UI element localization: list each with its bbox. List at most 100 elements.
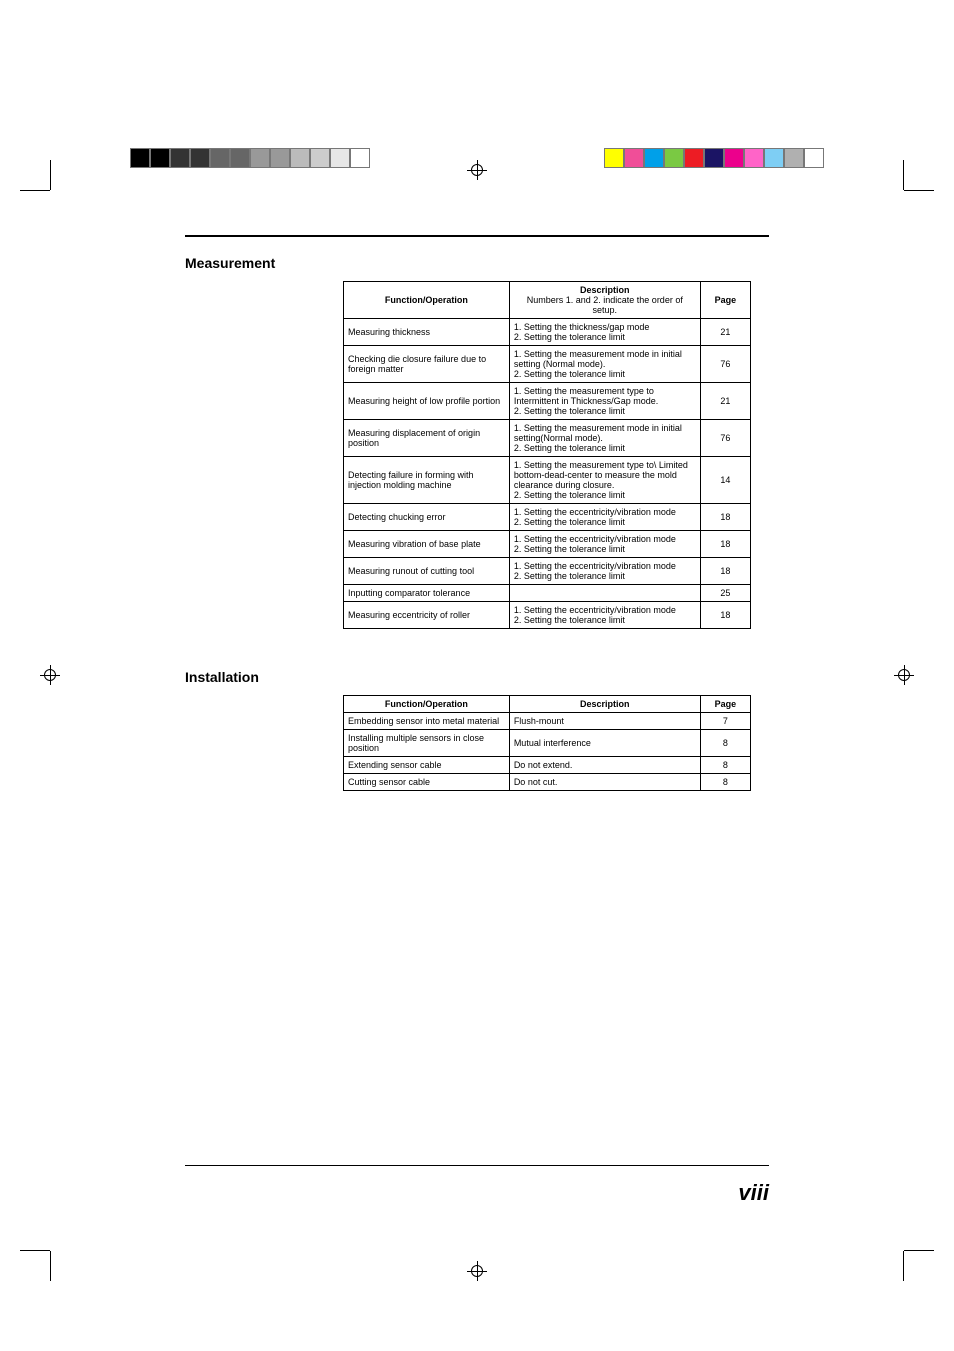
table-header: Description Numbers 1. and 2. indicate t…: [509, 282, 700, 319]
table-cell: Detecting chucking error: [344, 504, 510, 531]
table-cell: 8: [700, 757, 750, 774]
color-swatch: [764, 148, 784, 168]
table-cell: 1. Setting the eccentricity/vibration mo…: [509, 531, 700, 558]
color-swatch: [150, 148, 170, 168]
table-header: Function/Operation: [344, 282, 510, 319]
table-cell: Installing multiple sensors in close pos…: [344, 730, 510, 757]
color-bar-right: [604, 148, 824, 168]
table-cell: 18: [700, 558, 750, 585]
installation-section: Installation Function/Operation Descript…: [185, 669, 769, 791]
color-swatch: [210, 148, 230, 168]
table-cell: 18: [700, 602, 750, 629]
table-cell: Measuring thickness: [344, 319, 510, 346]
table-cell: 7: [700, 713, 750, 730]
table-cell: Do not extend.: [509, 757, 700, 774]
crop-mark: [903, 160, 904, 190]
table-cell: 18: [700, 531, 750, 558]
crop-mark: [904, 190, 934, 191]
table-row: Measuring runout of cutting tool1. Setti…: [344, 558, 751, 585]
table-cell: Cutting sensor cable: [344, 774, 510, 791]
color-swatch: [250, 148, 270, 168]
horizontal-rule: [185, 1165, 769, 1166]
color-swatch: [330, 148, 350, 168]
color-swatch: [130, 148, 150, 168]
color-swatch: [170, 148, 190, 168]
table-row: Extending sensor cableDo not extend.8: [344, 757, 751, 774]
table-cell: Embedding sensor into metal material: [344, 713, 510, 730]
table-row: Measuring height of low profile portion1…: [344, 383, 751, 420]
color-swatch: [230, 148, 250, 168]
table-cell: 8: [700, 774, 750, 791]
color-swatch: [664, 148, 684, 168]
table-cell: 14: [700, 457, 750, 504]
table-row: Measuring thickness1. Setting the thickn…: [344, 319, 751, 346]
table-cell: 1. Setting the measurement type to Inter…: [509, 383, 700, 420]
table-row: Embedding sensor into metal materialFlus…: [344, 713, 751, 730]
table-row: Measuring vibration of base plate1. Sett…: [344, 531, 751, 558]
color-swatch: [804, 148, 824, 168]
color-swatch: [290, 148, 310, 168]
table-cell: Measuring eccentricity of roller: [344, 602, 510, 629]
table-row: Detecting failure in forming with inject…: [344, 457, 751, 504]
table-row: Inputting comparator tolerance 25: [344, 585, 751, 602]
table-cell: Do not cut.: [509, 774, 700, 791]
table-cell: Measuring runout of cutting tool: [344, 558, 510, 585]
measurement-section: Measurement Function/Operation Descripti…: [185, 255, 769, 629]
section-heading: Measurement: [185, 255, 769, 271]
table-cell: Measuring height of low profile portion: [344, 383, 510, 420]
color-swatch: [724, 148, 744, 168]
registration-mark: [40, 665, 60, 685]
table-cell: Inputting comparator tolerance: [344, 585, 510, 602]
color-swatch: [644, 148, 664, 168]
table-row: Checking die closure failure due to fore…: [344, 346, 751, 383]
registration-mark: [467, 160, 487, 180]
table-cell: 25: [700, 585, 750, 602]
table-cell: 8: [700, 730, 750, 757]
page-content: Measurement Function/Operation Descripti…: [185, 235, 769, 831]
table-cell: 1. Setting the measurement mode in initi…: [509, 420, 700, 457]
table-row: Installing multiple sensors in close pos…: [344, 730, 751, 757]
color-swatch: [310, 148, 330, 168]
color-swatch: [270, 148, 290, 168]
installation-table: Function/Operation Description Page Embe…: [343, 695, 751, 791]
color-swatch: [190, 148, 210, 168]
color-bar-left: [130, 148, 370, 168]
table-cell: 1. Setting the measurement mode in initi…: [509, 346, 700, 383]
table-row: Detecting chucking error1. Setting the e…: [344, 504, 751, 531]
horizontal-rule: [185, 235, 769, 237]
table-header: Description: [509, 696, 700, 713]
page-number: viii: [738, 1180, 769, 1206]
crop-mark: [50, 1251, 51, 1281]
crop-mark: [50, 160, 51, 190]
table-cell: 1. Setting the thickness/gap mode 2. Set…: [509, 319, 700, 346]
crop-mark: [20, 190, 50, 191]
table-row: Cutting sensor cableDo not cut.8: [344, 774, 751, 791]
table-cell: 18: [700, 504, 750, 531]
color-swatch: [604, 148, 624, 168]
table-cell: 76: [700, 420, 750, 457]
color-swatch: [684, 148, 704, 168]
color-swatch: [350, 148, 370, 168]
color-swatch: [624, 148, 644, 168]
table-header: Function/Operation: [344, 696, 510, 713]
crop-mark: [20, 1250, 50, 1251]
table-cell: Mutual interference: [509, 730, 700, 757]
table-cell: 1. Setting the eccentricity/vibration mo…: [509, 504, 700, 531]
table-cell: Extending sensor cable: [344, 757, 510, 774]
color-swatch: [744, 148, 764, 168]
registration-mark: [467, 1261, 487, 1281]
table-cell: 1. Setting the eccentricity/vibration mo…: [509, 558, 700, 585]
table-cell: 21: [700, 383, 750, 420]
table-cell: Detecting failure in forming with inject…: [344, 457, 510, 504]
table-row: Measuring eccentricity of roller1. Setti…: [344, 602, 751, 629]
section-heading: Installation: [185, 669, 769, 685]
table-cell: Measuring displacement of origin positio…: [344, 420, 510, 457]
registration-mark: [894, 665, 914, 685]
table-cell: Measuring vibration of base plate: [344, 531, 510, 558]
table-cell: Checking die closure failure due to fore…: [344, 346, 510, 383]
measurement-table: Function/Operation Description Numbers 1…: [343, 281, 751, 629]
table-cell: 21: [700, 319, 750, 346]
table-cell: Flush-mount: [509, 713, 700, 730]
table-header: Page: [700, 696, 750, 713]
table-header: Page: [700, 282, 750, 319]
